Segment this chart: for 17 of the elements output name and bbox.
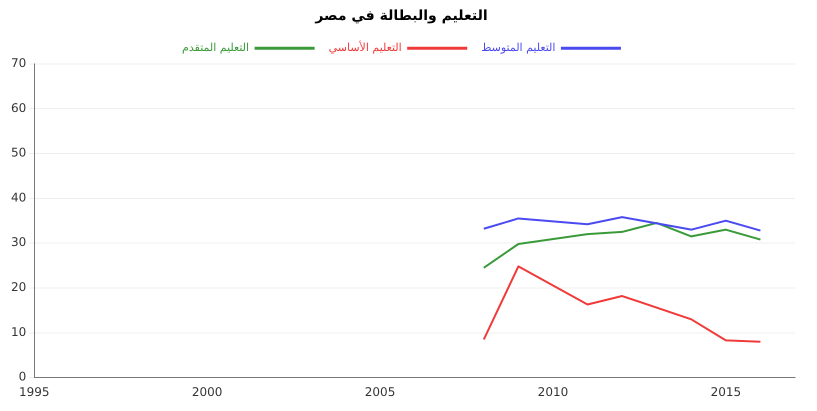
x-tick-label: 2010 bbox=[538, 384, 568, 399]
y-tick-label: 0 bbox=[18, 370, 26, 384]
y-tick-label: 40 bbox=[10, 190, 26, 204]
y-tick-label: 10 bbox=[10, 324, 26, 339]
x-tick-label: 2015 bbox=[710, 384, 742, 399]
y-tick-label: 70 bbox=[10, 56, 26, 70]
x-tick-label: 2005 bbox=[364, 384, 396, 399]
y-tick-label: 50 bbox=[10, 146, 26, 160]
x-tick-label: 1995 bbox=[18, 384, 50, 399]
y-tick-label: 30 bbox=[10, 235, 26, 250]
text: التعليم المتوسط bbox=[481, 41, 556, 54]
x-tick-label: 2000 bbox=[192, 384, 222, 399]
text: التعليم المتقدم bbox=[182, 41, 250, 54]
chart-title: التعليم والبطالة في مصر bbox=[314, 8, 488, 24]
y-tick-label: 60 bbox=[10, 100, 26, 115]
text: التعليم الأساسي bbox=[328, 40, 402, 54]
y-tick-label: 20 bbox=[10, 280, 26, 294]
